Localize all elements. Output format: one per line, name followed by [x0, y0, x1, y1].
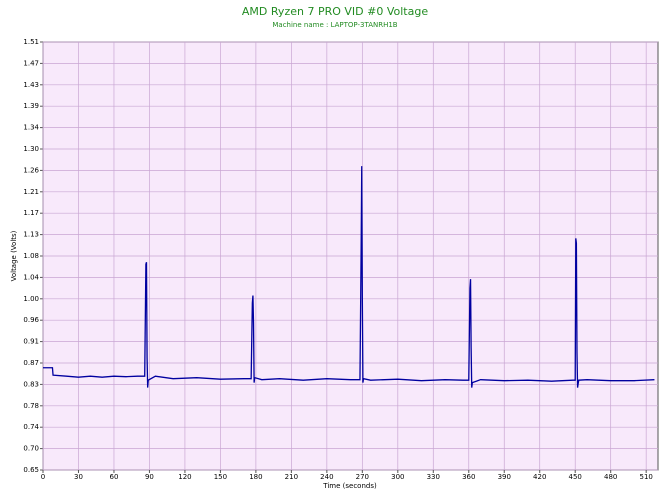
chart-subtitle: Machine name : LAPTOP-3TANRH1B	[272, 21, 397, 29]
y-tick-label: 0.83	[23, 380, 39, 388]
x-tick-label: 240	[320, 473, 333, 481]
y-axis-label: Voltage (Volts)	[10, 230, 18, 281]
y-tick-label: 0.78	[23, 402, 39, 410]
chart-title: AMD Ryzen 7 PRO VID #0 Voltage	[242, 5, 428, 18]
x-tick-label: 420	[533, 473, 546, 481]
x-tick-label: 390	[498, 473, 511, 481]
x-tick-label: 510	[639, 473, 652, 481]
y-tick-label: 1.17	[23, 209, 39, 217]
x-tick-label: 450	[569, 473, 582, 481]
y-tick-label: 0.91	[23, 338, 39, 346]
y-tick-label: 0.74	[23, 423, 39, 431]
x-tick-label: 270	[356, 473, 369, 481]
x-tick-label: 360	[462, 473, 475, 481]
y-tick-label: 0.65	[23, 466, 39, 474]
x-axis-label: Time (seconds)	[322, 482, 377, 490]
y-tick-label: 1.51	[23, 38, 39, 46]
y-tick-label: 1.39	[23, 102, 39, 110]
y-tick-label: 1.30	[23, 145, 39, 153]
y-tick-label: 1.04	[23, 273, 39, 281]
y-tick-label: 1.34	[23, 124, 39, 132]
x-tick-label: 0	[41, 473, 45, 481]
x-tick-label: 120	[178, 473, 191, 481]
x-tick-label: 150	[214, 473, 227, 481]
x-tick-label: 90	[145, 473, 154, 481]
y-tick-label: 0.96	[23, 316, 39, 324]
y-tick-label: 1.00	[23, 295, 39, 303]
y-tick-label: 0.87	[23, 359, 39, 367]
y-tick-label: 1.08	[23, 252, 39, 260]
x-tick-label: 180	[249, 473, 262, 481]
data-line	[43, 166, 655, 388]
x-tick-label: 210	[285, 473, 298, 481]
y-tick-label: 1.43	[23, 81, 39, 89]
y-tick-label: 1.13	[23, 231, 39, 239]
y-tick-label: 1.26	[23, 166, 39, 174]
x-tick-label: 300	[391, 473, 404, 481]
x-tick-label: 480	[604, 473, 617, 481]
y-tick-label: 1.21	[23, 188, 39, 196]
x-tick-label: 30	[74, 473, 83, 481]
x-tick-label: 60	[110, 473, 119, 481]
y-tick-label: 1.47	[23, 59, 39, 67]
y-tick-label: 0.70	[23, 445, 39, 453]
x-tick-label: 330	[427, 473, 440, 481]
